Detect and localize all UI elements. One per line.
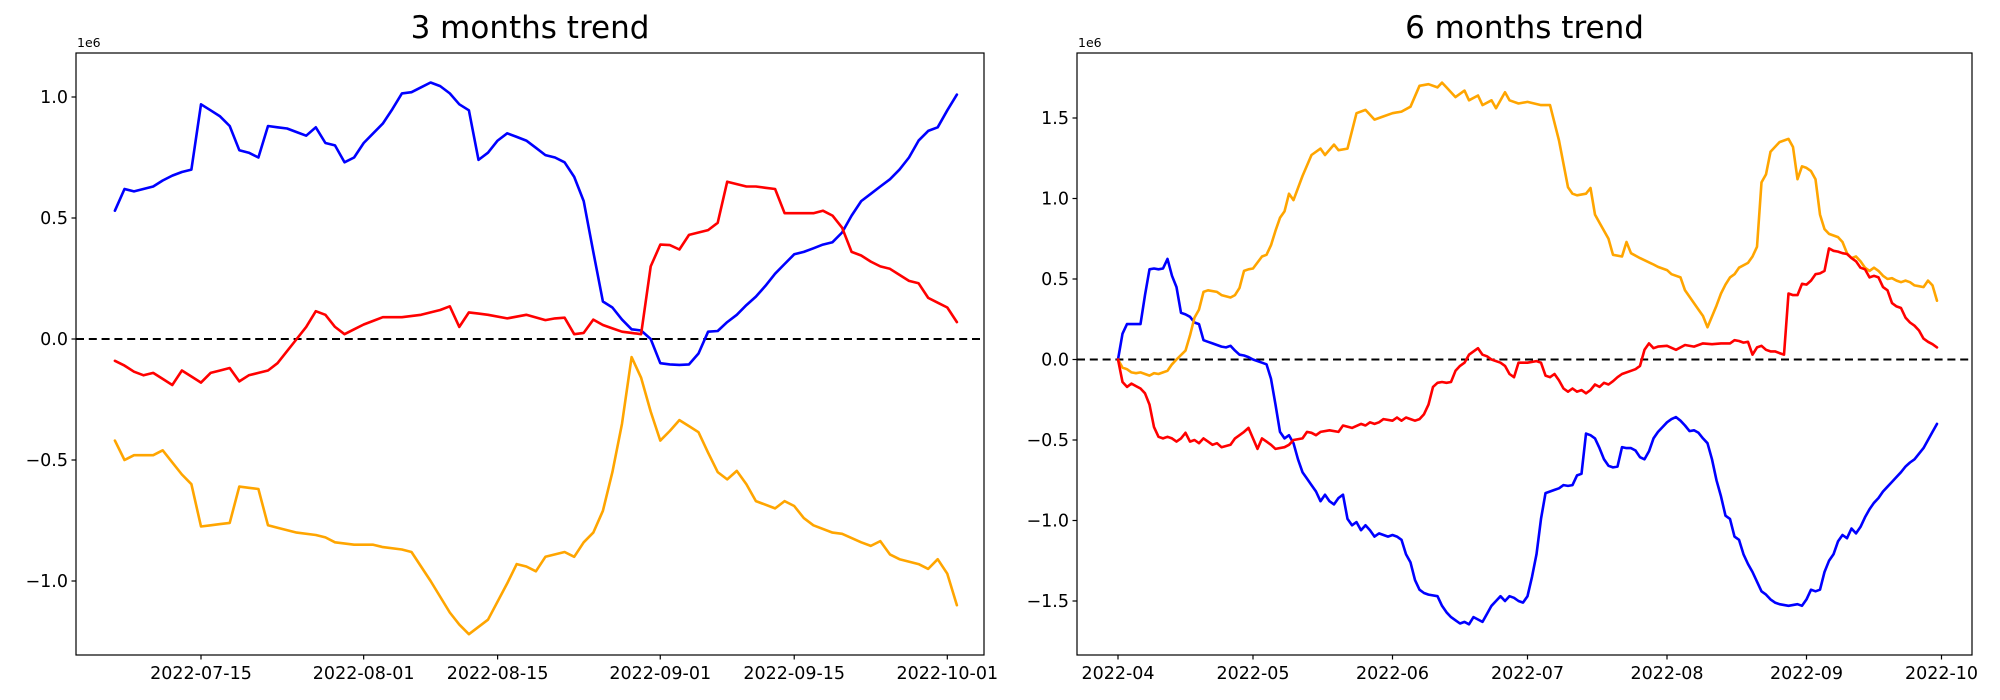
x-tick-label: 2022-09-01 bbox=[609, 664, 711, 684]
y-tick-label: −1.0 bbox=[1027, 512, 1070, 532]
chart-title: 3 months trend bbox=[411, 10, 650, 46]
series-line-red bbox=[1116, 247, 1939, 451]
plot-border bbox=[75, 52, 985, 656]
y-tick-label: 0.0 bbox=[40, 330, 68, 350]
chart-3-months-trend: 2022-07-15 2022-08-01 2022-08-15 2022-09-01… bbox=[26, 10, 999, 684]
x-tick-label: 2022-07-15 bbox=[150, 664, 252, 684]
y-tick-label: −0.5 bbox=[26, 451, 69, 471]
x-tick-label: 2022-10 bbox=[1905, 664, 1978, 684]
y-tick-label: 0.0 bbox=[1041, 351, 1069, 371]
x-tick-label: 2022-08-15 bbox=[447, 664, 549, 684]
x-tick-label: 2022-09-15 bbox=[743, 664, 845, 684]
series-line-red bbox=[113, 180, 959, 387]
y-tick-label: 1.0 bbox=[1041, 190, 1069, 210]
x-tick-label: 2022-07 bbox=[1491, 664, 1564, 684]
x-tick-label: 2022-08 bbox=[1630, 664, 1703, 684]
panel-6-months-trend: 2022-04 2022-05 2022-06 2022-07 2022-08 2022-… bbox=[1000, 0, 2000, 700]
series-line-blue bbox=[113, 81, 959, 367]
y-axis-offset-label: 1e6 bbox=[77, 35, 101, 50]
x-tick-label: 2022-06 bbox=[1356, 664, 1429, 684]
chart-title: 6 months trend bbox=[1405, 10, 1644, 46]
y-tick-label: −0.5 bbox=[1027, 431, 1070, 451]
x-tick-label: 2022-05 bbox=[1216, 664, 1289, 684]
y-tick-label: 1.0 bbox=[40, 88, 68, 108]
x-tick-label: 2022-09 bbox=[1770, 664, 1843, 684]
panel-3-months-trend: 2022-07-15 2022-08-01 2022-08-15 2022-09-01… bbox=[26, 10, 999, 684]
x-tick-label: 2022-10-01 bbox=[896, 664, 998, 684]
series-line-orange bbox=[113, 355, 959, 636]
series-line-blue bbox=[1116, 257, 1939, 626]
series-line-orange bbox=[1116, 81, 1939, 377]
x-tick-label: 2022-08-01 bbox=[313, 664, 415, 684]
x-tick-label: 2022-04 bbox=[1081, 664, 1154, 684]
y-axis-offset-label: 1e6 bbox=[1078, 35, 1102, 50]
chart-6-months-trend: 2022-04 2022-05 2022-06 2022-07 2022-08 2022-… bbox=[1027, 10, 1979, 684]
y-tick-label: 0.5 bbox=[1041, 270, 1069, 290]
y-tick-label: −1.0 bbox=[26, 572, 69, 592]
plot-border bbox=[1076, 52, 1973, 656]
y-tick-label: 1.5 bbox=[1041, 109, 1069, 129]
y-tick-label: 0.5 bbox=[40, 209, 68, 229]
y-tick-label: −1.5 bbox=[1027, 592, 1070, 612]
